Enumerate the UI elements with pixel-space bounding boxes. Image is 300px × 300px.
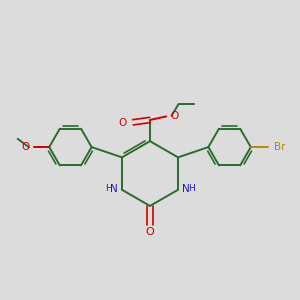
Text: H: H: [188, 184, 195, 194]
Text: O: O: [22, 142, 30, 152]
Text: O: O: [171, 111, 179, 121]
Text: O: O: [146, 226, 154, 237]
Text: N: N: [110, 184, 118, 194]
Text: Br: Br: [274, 142, 286, 152]
Text: N: N: [182, 184, 190, 194]
Text: H: H: [105, 184, 112, 194]
Text: O: O: [118, 118, 126, 128]
